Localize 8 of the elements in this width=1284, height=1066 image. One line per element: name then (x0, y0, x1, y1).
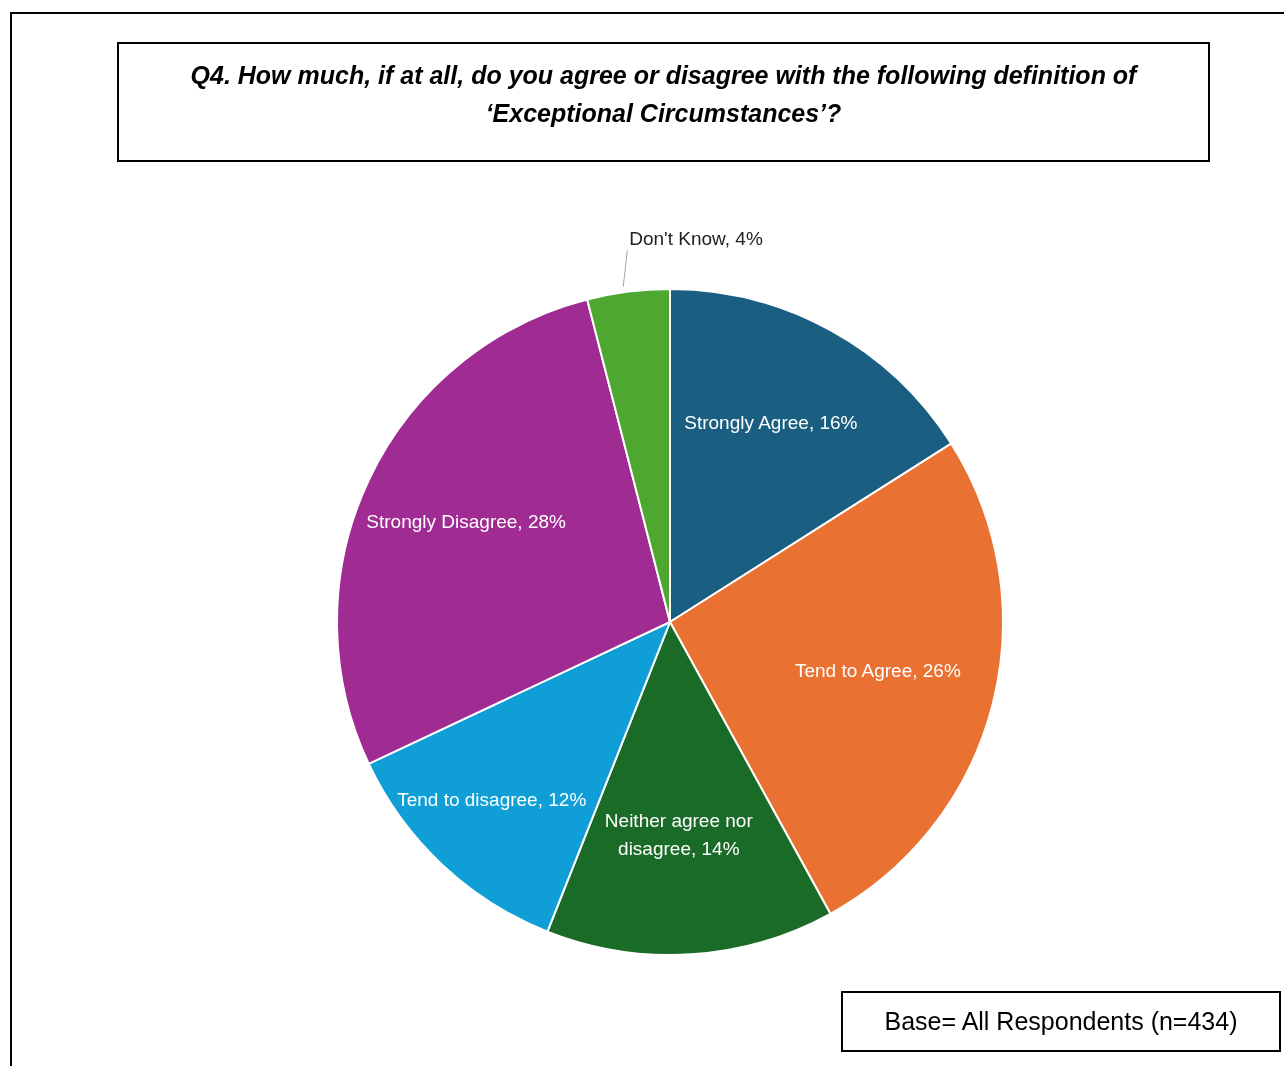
slice-label: Strongly Disagree, 28% (366, 511, 567, 533)
text: Base= All Respondents (n=434) (841, 991, 1281, 1052)
chart-title: Q4. How much, if at all, do you agree or disagree with the following definition of ‘Exceptional Circumstances’? (189, 60, 1140, 129)
slice-label: Tend to Agree, 26% (794, 659, 961, 681)
slice-label: Tend to disagree, 12% (397, 789, 587, 811)
slice-label: Neither agree nor disagree, 14% (604, 810, 754, 860)
slice-label: Strongly Agree, 16% (684, 412, 858, 434)
slice-label: Don't Know, 4% (629, 227, 763, 249)
